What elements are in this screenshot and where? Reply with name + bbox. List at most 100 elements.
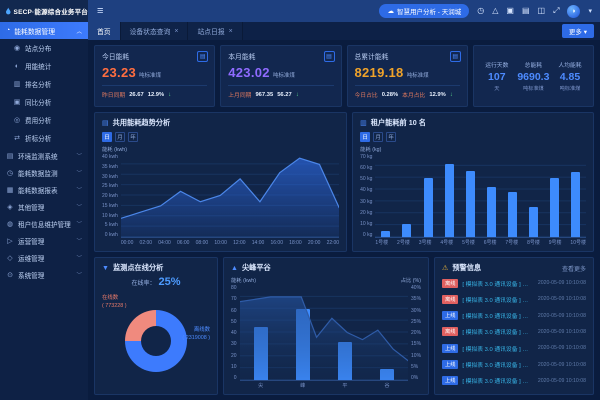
- bar-5[interactable]: [486, 187, 496, 237]
- kpi-card-2: 总累计能耗 ▤ 8219.18 吨标准煤 今日占比 0.28% 本月占比 12.9% ↓: [346, 45, 468, 107]
- period-tab-日[interactable]: 日: [360, 132, 371, 142]
- tab-首页[interactable]: 首页: [88, 22, 121, 40]
- y-tick: 20 kwh: [102, 193, 118, 199]
- bar-8[interactable]: [549, 177, 559, 237]
- sidebar-group-环境监测系统[interactable]: ▤ 环境监测系统 ﹀: [0, 147, 88, 164]
- warning-row[interactable]: 离线[ 模拟表 3.0 通讯设备 ] 模拟表 3.0...2020-05-09 …: [442, 327, 586, 337]
- warning-row[interactable]: 离线[ 模拟表 3.0 通讯设备 ] 模拟表 3.0...2020-05-09 …: [442, 278, 586, 288]
- kpi-footer-value: 967.35: [255, 91, 274, 98]
- stat-value: 107: [488, 71, 506, 83]
- rank-legend: 能耗 (kg): [360, 147, 382, 153]
- fullscreen-icon[interactable]: ⤢: [553, 6, 560, 15]
- sidebar-item-energy-data-management[interactable]: ◔ 能耗数据管理 ︿: [0, 22, 88, 39]
- period-tab-年[interactable]: 年: [128, 132, 138, 142]
- online-rate-label: 在线率：: [131, 281, 156, 287]
- kpi-footer: 昨日同期 26.67 12.9% ↓: [102, 90, 207, 100]
- period-tab-月[interactable]: 月: [115, 132, 125, 142]
- sidebar-group-能耗数据报表[interactable]: ▦ 能耗数据报表 ﹀: [0, 181, 88, 198]
- warning-status-badge: 离线: [442, 327, 459, 337]
- bar-6[interactable]: [507, 191, 517, 237]
- menu-toggle-icon[interactable]: ≡: [97, 4, 104, 17]
- rank-bar-chart[interactable]: [375, 154, 586, 238]
- sidebar-group-label: 能耗数据监测: [18, 170, 58, 178]
- sidebar-active-label: 能耗数据管理: [14, 28, 56, 36]
- chevron-down-icon: ﹀: [76, 221, 82, 228]
- x-tick: 2号楼: [397, 240, 410, 246]
- stat-unit: 天: [494, 86, 500, 92]
- sidebar-group-租户信息维护管理[interactable]: ◍ 租户信息维护管理 ﹀: [0, 215, 88, 232]
- chevron-down-icon[interactable]: ▾: [588, 8, 592, 15]
- more-button[interactable]: 更多 ▾: [561, 24, 594, 38]
- x-tick: 00:00: [120, 240, 134, 246]
- sidebar-item-用能统计[interactable]: ◐ 用能统计: [0, 57, 88, 75]
- sidebar-item-排名分析[interactable]: ▥ 排名分析: [0, 75, 88, 93]
- sidebar-group-系统管理[interactable]: ⊙ 系统管理 ﹀: [0, 266, 88, 283]
- sidebar-item-折标分析[interactable]: ⇄ 折标分析: [0, 129, 88, 147]
- package-icon[interactable]: ▣: [506, 6, 514, 15]
- kpi-card-0: 今日能耗 ▤ 23.23 吨标准煤 昨日同期 26.67 12.9% ↓: [94, 45, 216, 107]
- warning-timestamp: 2020-05-09 10:10:08: [537, 361, 586, 368]
- clock-icon[interactable]: ◷: [477, 6, 485, 15]
- trend-down-icon: ↓: [295, 91, 299, 98]
- panel-title: 预警信息: [452, 263, 482, 272]
- warning-text: [ 模拟表 3.0 通讯设备 ] 模拟表 3.0...: [462, 346, 534, 353]
- kpi-footer: 今日占比 0.28% 本月占比 12.9% ↓: [355, 90, 460, 100]
- bar-2[interactable]: [423, 177, 433, 237]
- sidebar-item-站点分布[interactable]: ◉ 站点分布: [0, 39, 88, 57]
- tab-站点日报[interactable]: 站点日报 ×: [188, 22, 243, 40]
- y-tick: 5%: [411, 363, 419, 370]
- bar-4[interactable]: [465, 170, 475, 237]
- combo-left-axis: 80 70 60 50 40 30 20 10 0: [231, 285, 240, 381]
- peak-valley-chart[interactable]: [239, 285, 409, 381]
- x-tick: 1号楼: [375, 240, 389, 246]
- warning-timestamp: 2020-05-09 10:10:08: [537, 312, 586, 319]
- tab-label: 首页: [97, 29, 111, 36]
- sidebar-item-费用分析[interactable]: ◎ 费用分析: [0, 111, 88, 129]
- sidebar-group-能耗数据监测[interactable]: ◷ 能耗数据监测 ﹀: [0, 164, 88, 181]
- warning-row[interactable]: 上线[ 模拟表 3.0 通讯设备 ] 模拟表 3.0...2020-05-09 …: [442, 376, 586, 386]
- sidebar-group-运维管理[interactable]: ◇ 运维管理 ﹀: [0, 249, 88, 266]
- project-selector-label: 智慧用户分析 - 天润城: [396, 9, 462, 16]
- period-tab-年[interactable]: 年: [386, 132, 397, 142]
- app-logo[interactable]: SECP·能源综合业务平台: [0, 0, 88, 22]
- kpi-unit: 吨标准煤: [272, 73, 295, 79]
- avatar[interactable]: ◗: [567, 4, 581, 18]
- warning-row[interactable]: 上线[ 模拟表 3.0 通讯设备 ] 模拟表 3.0...2020-05-09 …: [442, 343, 586, 353]
- close-icon[interactable]: ×: [228, 27, 233, 35]
- warning-row[interactable]: 上线[ 模拟表 3.0 通讯设备 ] 模拟表 3.0...2020-05-09 …: [442, 311, 586, 321]
- bar-1[interactable]: [402, 223, 412, 237]
- warning-list: 离线[ 模拟表 3.0 通讯设备 ] 模拟表 3.0...2020-05-09 …: [442, 275, 586, 389]
- trend-area-chart[interactable]: [120, 154, 340, 238]
- view-more-link[interactable]: 查看更多: [561, 266, 586, 273]
- y-tick: 5 kwh: [104, 222, 118, 229]
- project-selector-button[interactable]: ☁ 智慧用户分析 - 天润城: [379, 4, 470, 18]
- sidebar-group-其他管理[interactable]: ◈ 其他管理 ﹀: [0, 198, 88, 215]
- copy-icon[interactable]: ◫: [537, 6, 546, 15]
- warning-row[interactable]: 离线[ 模拟表 3.0 通讯设备 ] 模拟表 3.0...2020-05-09 …: [442, 294, 586, 304]
- warning-text: [ 模拟表 3.0 通讯设备 ] 模拟表 3.0...: [462, 314, 534, 321]
- tab-设备状态查询[interactable]: 设备状态查询 ×: [120, 22, 189, 40]
- bar-3[interactable]: [444, 163, 454, 237]
- warnings-panel: ⚠ 预警信息 查看更多 离线[ 模拟表 3.0 通讯设备 ] 模拟表 3.0..…: [434, 257, 594, 395]
- bar-9[interactable]: [570, 171, 580, 237]
- stat-value: 9690.3: [517, 71, 550, 83]
- online-donut-chart[interactable]: [125, 309, 187, 372]
- kpi-footer-value: 12.9%: [147, 91, 165, 98]
- period-tab-日[interactable]: 日: [102, 132, 112, 142]
- bar-0[interactable]: [381, 231, 391, 237]
- chevron-down-icon: ﹀: [76, 170, 82, 177]
- calendar-icon[interactable]: ▤: [521, 6, 530, 15]
- sidebar-group-运营管理[interactable]: ▷ 运营管理 ﹀: [0, 232, 88, 249]
- y-tick: 60 kg: [360, 165, 373, 172]
- close-icon[interactable]: ×: [174, 27, 179, 35]
- 折标分析-icon: ⇄: [14, 135, 20, 142]
- bar-7[interactable]: [528, 207, 538, 237]
- trend-down-icon: ↓: [449, 91, 453, 98]
- period-tab-月[interactable]: 月: [373, 132, 384, 142]
- sidebar-item-同比分析[interactable]: ▣ 同比分析: [0, 93, 88, 111]
- warning-row[interactable]: 上线[ 模拟表 3.0 通讯设备 ] 模拟表 3.0...2020-05-09 …: [442, 360, 586, 370]
- y-tick: 30 kwh: [102, 173, 118, 180]
- y-tick: 0 kwh: [104, 232, 118, 238]
- alert-triangle-icon[interactable]: △: [492, 6, 499, 15]
- mountain-icon: ▲: [231, 264, 238, 272]
